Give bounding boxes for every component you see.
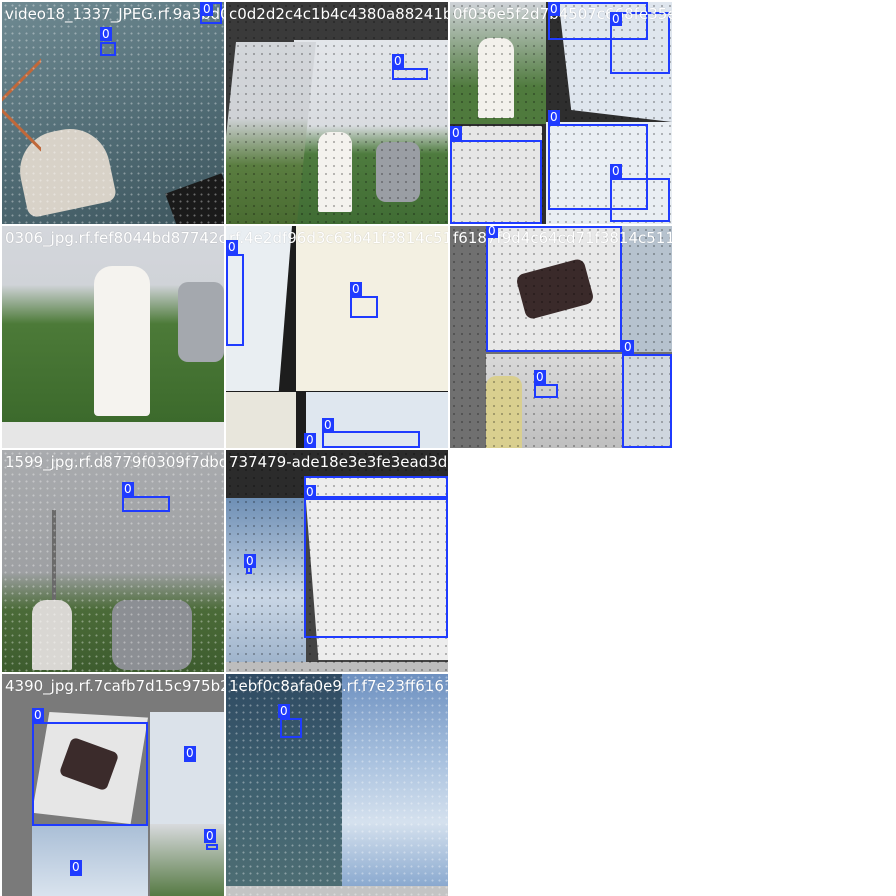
tile-caption: 1ebf0c8afa0e9.rf.f7e23ff616123dd4a2444dc bbox=[229, 677, 448, 695]
detection-box bbox=[304, 476, 448, 498]
detection-label: 0 bbox=[226, 240, 238, 254]
detection-box bbox=[226, 254, 244, 346]
person-dark-shirt bbox=[178, 282, 224, 362]
detection-label: 0 bbox=[184, 746, 196, 760]
detection-box bbox=[100, 42, 116, 56]
sky-clouds-scene bbox=[32, 824, 148, 896]
detection-label: 0 bbox=[534, 370, 546, 384]
light-pole bbox=[52, 510, 56, 620]
detection-label: 0 bbox=[100, 27, 112, 41]
detection-label: 0 bbox=[486, 226, 498, 238]
mosaic-tile-6: 0 0 0 f6187f9d4c64cd71f3814c51138f9ea1ec… bbox=[450, 226, 672, 448]
mosaic-tile-3: 0 0 0 0 0 0f036e5f2d7b4507c668fe35e9 bbox=[450, 2, 672, 224]
tile-caption: 1599_jpg.rf.d8779f0309f7dbd737479-ade18e… bbox=[5, 453, 224, 471]
tile-caption: c0d2d2c4c1b4c4380a88241bf736e5f2d bbox=[229, 5, 448, 23]
tile-caption: 737479-ade18e3e3fe3ead3d729e62bfb37 bbox=[229, 453, 448, 471]
detection-box bbox=[122, 496, 170, 512]
detection-box bbox=[32, 722, 148, 826]
detection-box bbox=[350, 296, 378, 318]
detection-box bbox=[622, 354, 672, 448]
detection-label: 0 bbox=[610, 164, 622, 178]
person-dark-shirt bbox=[376, 142, 420, 202]
noise-overlay bbox=[226, 2, 448, 224]
detection-label: 0 bbox=[548, 110, 560, 124]
bright-lower-scene bbox=[226, 392, 296, 448]
sky-scene bbox=[150, 712, 224, 824]
detection-box bbox=[548, 124, 648, 210]
person-dark-shirt bbox=[112, 600, 192, 670]
detection-label: 0 bbox=[122, 482, 134, 496]
bottom-strip bbox=[2, 422, 224, 448]
detection-label: 0 bbox=[201, 2, 213, 16]
detection-box bbox=[610, 178, 670, 222]
detection-box bbox=[206, 844, 218, 850]
tile-caption: 4390_jpg.rf.7cafb7d15c975b24ebf0c8afa0e9… bbox=[5, 677, 224, 695]
sky-scene bbox=[546, 122, 672, 224]
detection-label: 0 bbox=[278, 704, 290, 718]
detection-box bbox=[450, 140, 542, 224]
mosaic-tile-7: 0 1599_jpg.rf.d8779f0309f7dbd737479-ade1… bbox=[2, 450, 224, 672]
tile-caption: video18_1337_JPEG.rf.9a3bd03d42ad1f63bfd… bbox=[5, 5, 224, 23]
detection-box bbox=[280, 718, 302, 738]
sky-clouds-scene bbox=[226, 498, 306, 662]
detection-label: 0 bbox=[32, 708, 44, 722]
tile-caption: f6187f9d4c64cd71f3814c51138f9ea1ecbda6df bbox=[453, 229, 672, 247]
detection-label: 0 bbox=[70, 860, 82, 874]
detection-box bbox=[534, 384, 558, 398]
mosaic-tile-8: 0 0 737479-ade18e3e3fe3ead3d729e62bfb37 bbox=[226, 450, 448, 672]
person-white-robe bbox=[32, 600, 72, 670]
drone-parts-scene bbox=[304, 476, 448, 660]
noise-overlay bbox=[2, 2, 224, 224]
mosaic-tile-9: 0 0 0 0 4390_jpg.rf.7cafb7d15c975b24ebf0… bbox=[2, 674, 224, 896]
bottom-strip bbox=[226, 886, 448, 896]
mosaic-tile-5: 0 0 0 0 rf.4e2df96d3c63b41f3814c51138f9e… bbox=[226, 226, 448, 448]
tile-caption: 0f036e5f2d7b4507c668fe35e9 bbox=[453, 5, 672, 23]
detection-label: 0 bbox=[204, 829, 216, 843]
mosaic-tile-4: 0306_jpg.rf.fef8044bd87742c7ba9f5a4b72a4… bbox=[2, 226, 224, 448]
person-yellow-shirt bbox=[486, 376, 522, 448]
tile-caption: rf.4e2df96d3c63b41f3814c51138f9ea1ecbda6… bbox=[229, 229, 448, 247]
detection-box bbox=[610, 12, 670, 74]
mosaic-tile-1: 0 0 video18_1337_JPEG.rf.9a3bd03d42ad1f6… bbox=[2, 2, 224, 224]
detection-label: 0 bbox=[450, 126, 462, 140]
sky-right-scene bbox=[622, 354, 672, 448]
person-white-robe bbox=[94, 266, 150, 416]
detection-label: 0 bbox=[610, 12, 622, 26]
noise-overlay bbox=[226, 450, 448, 672]
detection-label: 0 bbox=[304, 485, 316, 499]
noise-overlay bbox=[2, 450, 224, 672]
detection-label: 0 bbox=[548, 2, 560, 16]
detection-label: 0 bbox=[322, 418, 334, 432]
detection-box bbox=[486, 226, 622, 352]
mosaic-tile-10: 0 1ebf0c8afa0e9.rf.f7e23ff616123dd4a2444… bbox=[226, 674, 448, 896]
drone-white-bg bbox=[450, 126, 542, 224]
detection-box bbox=[322, 431, 420, 448]
detection-box bbox=[304, 498, 448, 638]
sky-clouds-scene bbox=[342, 674, 448, 886]
detection-box bbox=[392, 68, 428, 80]
detection-label: 0 bbox=[304, 433, 316, 447]
bright-trees-scene bbox=[296, 226, 448, 391]
person-white-robe bbox=[478, 38, 514, 118]
sky-scene bbox=[622, 226, 672, 352]
detection-label: 0 bbox=[350, 282, 362, 296]
person-white-robe bbox=[318, 132, 352, 212]
noise-overlay bbox=[226, 674, 448, 896]
mosaic-tile-2: 0 c0d2d2c4c1b4c4380a88241bf736e5f2d bbox=[226, 2, 448, 224]
tile-caption: 0306_jpg.rf.fef8044bd87742c7ba9f5a4b72a4… bbox=[5, 229, 224, 247]
detection-label: 0 bbox=[244, 554, 256, 568]
detection-box bbox=[548, 2, 648, 40]
bottom-strip bbox=[226, 662, 448, 672]
detection-label: 0 bbox=[392, 54, 404, 68]
detection-label: 0 bbox=[622, 340, 634, 354]
